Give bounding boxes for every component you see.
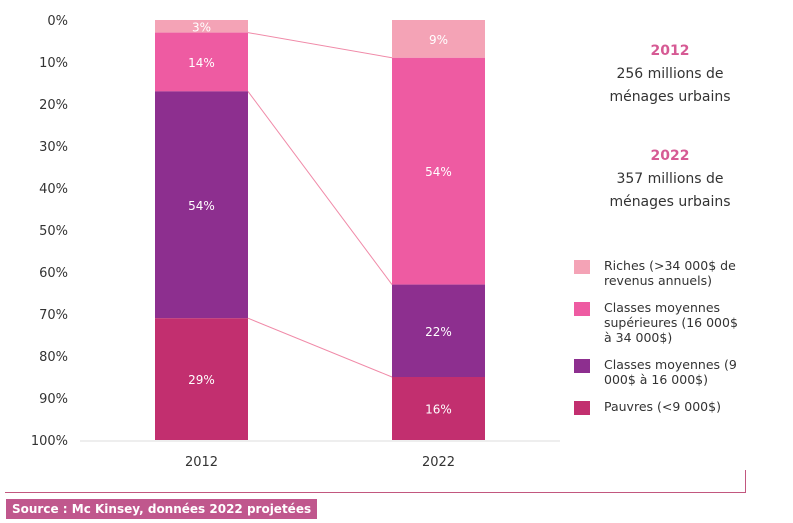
bar-segment xyxy=(392,377,485,440)
legend-item-poor: Pauvres (<9 000$) xyxy=(574,399,774,415)
bar-value-label: 9% xyxy=(429,33,448,47)
info-year: 2022 xyxy=(650,148,690,164)
legend-label: Riches (>34 000$ de revenus annuels) xyxy=(604,258,736,288)
legend-item-upper-middle: Classes moyennes supérieures (16 000$ à … xyxy=(574,300,774,345)
frame-border xyxy=(5,470,746,493)
bar-segment xyxy=(392,284,485,377)
info-2022: 2022 357 millions de ménages urbains xyxy=(590,145,750,214)
info-text: 357 millions de xyxy=(616,171,724,187)
legend-item-middle: Classes moyennes (9 000$ à 16 000$) xyxy=(574,357,774,387)
bar-segment xyxy=(392,20,485,58)
legend-label: Classes moyennes supérieures (16 000$ à … xyxy=(604,300,738,345)
bar-value-label: 14% xyxy=(188,56,215,70)
legend: Riches (>34 000$ de revenus annuels) Cla… xyxy=(574,258,774,427)
legend-item-riches: Riches (>34 000$ de revenus annuels) xyxy=(574,258,774,288)
y-tick-label: 20% xyxy=(39,98,68,113)
legend-swatch xyxy=(574,401,590,415)
bar-segment xyxy=(155,32,248,92)
x-tick-label: 2012 xyxy=(185,455,218,470)
info-text: ménages urbains xyxy=(609,194,731,210)
info-text: 256 millions de xyxy=(616,66,724,82)
connector-line xyxy=(247,317,393,378)
legend-swatch xyxy=(574,260,590,274)
info-year: 2012 xyxy=(650,43,690,59)
bar-value-label: 54% xyxy=(425,165,452,179)
bar-value-label: 22% xyxy=(425,325,452,339)
info-2012: 2012 256 millions de ménages urbains xyxy=(590,40,750,109)
bar-segment xyxy=(155,91,248,319)
y-tick-label: 10% xyxy=(39,56,68,71)
bar-segment xyxy=(392,57,485,285)
bar-value-label: 3% xyxy=(192,20,211,34)
bar-value-label: 16% xyxy=(425,403,452,417)
y-tick-label: 40% xyxy=(39,182,68,197)
bar-value-label: 54% xyxy=(188,199,215,213)
bar-value-label: 29% xyxy=(188,373,215,387)
connector-line xyxy=(247,91,393,285)
y-tick-label: 50% xyxy=(39,224,68,239)
y-tick-label: 60% xyxy=(39,266,68,281)
info-text: ménages urbains xyxy=(609,89,731,105)
connector-line xyxy=(247,32,393,59)
y-tick-label: 0% xyxy=(47,14,68,29)
y-tick-label: 70% xyxy=(39,308,68,323)
bar-segment xyxy=(155,318,248,440)
legend-label: Classes moyennes (9 000$ à 16 000$) xyxy=(604,357,737,387)
bar-segment xyxy=(155,20,248,33)
x-tick-label: 2022 xyxy=(422,455,455,470)
legend-swatch xyxy=(574,359,590,373)
y-tick-label: 80% xyxy=(39,350,68,365)
legend-swatch xyxy=(574,302,590,316)
y-tick-label: 30% xyxy=(39,140,68,155)
y-tick-label: 90% xyxy=(39,392,68,407)
y-tick-label: 100% xyxy=(31,434,68,449)
source-label: Source : Mc Kinsey, données 2022 projeté… xyxy=(6,499,318,519)
legend-label: Pauvres (<9 000$) xyxy=(604,399,721,414)
